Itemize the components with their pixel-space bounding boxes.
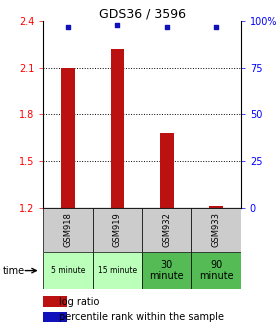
Bar: [93, 252, 142, 289]
Bar: [61, 68, 75, 208]
Text: 30
minute: 30 minute: [150, 260, 184, 282]
Point: [66, 24, 70, 29]
Text: time: time: [3, 266, 25, 276]
Text: 90
minute: 90 minute: [199, 260, 234, 282]
Point: [214, 24, 218, 29]
Bar: [142, 252, 192, 289]
Text: GSM918: GSM918: [64, 212, 73, 247]
Bar: [192, 208, 241, 252]
Text: log ratio: log ratio: [59, 297, 100, 307]
Bar: [192, 252, 241, 289]
Title: GDS36 / 3596: GDS36 / 3596: [99, 7, 186, 20]
Bar: [111, 49, 124, 208]
Text: percentile rank within the sample: percentile rank within the sample: [59, 312, 224, 322]
Text: 5 minute: 5 minute: [51, 266, 85, 275]
Bar: [93, 208, 142, 252]
Bar: [43, 312, 67, 322]
Bar: [160, 133, 174, 208]
Point: [165, 24, 169, 29]
Bar: [43, 252, 93, 289]
Bar: [209, 206, 223, 208]
Text: 15 minute: 15 minute: [98, 266, 137, 275]
Bar: [43, 296, 67, 307]
Text: GSM932: GSM932: [162, 212, 171, 247]
Text: GSM933: GSM933: [212, 212, 221, 247]
Point: [115, 22, 120, 27]
Bar: [142, 208, 192, 252]
Text: GSM919: GSM919: [113, 212, 122, 247]
Bar: [43, 208, 93, 252]
